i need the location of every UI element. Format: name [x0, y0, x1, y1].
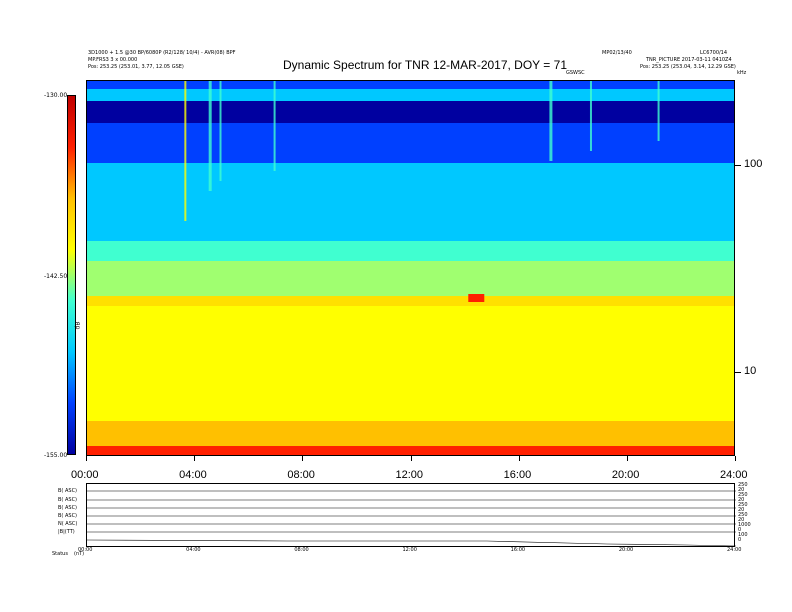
y-tick-100: 100	[744, 158, 763, 170]
spec-streak-4	[549, 81, 553, 161]
spec-band-dark-blue	[87, 101, 734, 123]
x-tick-mark	[410, 456, 412, 461]
spec-red-patch	[468, 294, 485, 302]
lower-x-tick-label: 08:00	[294, 547, 309, 553]
lower-panel	[86, 483, 736, 547]
spec-band-aqua	[87, 241, 734, 261]
spec-band-cyan-line	[87, 89, 734, 101]
lower-right-label: 20	[738, 497, 745, 503]
spec-band-cyan-line2	[87, 163, 734, 173]
x-tick-mark	[86, 456, 87, 461]
header-right-line4: Pos: 253.25 (253.04, 3.14, 12.29 GSE)	[640, 64, 736, 70]
lower-right-label: 250	[738, 492, 748, 498]
spectrogram-svg	[87, 81, 734, 455]
lower-right-label: 20	[738, 507, 745, 513]
spectrogram-plot	[86, 80, 735, 456]
spec-band-orange	[87, 421, 734, 446]
colorbar-tick-bottom: -155.00	[44, 452, 68, 459]
lower-row-label: |B|(TT)	[58, 529, 75, 535]
x-tick-label: 12:00	[395, 469, 424, 481]
spec-streak-1	[208, 81, 212, 191]
spec-streak-2	[219, 81, 222, 181]
x-tick-mark	[518, 456, 520, 461]
lower-x-tick-label: 12:00	[402, 547, 417, 553]
x-tick-label: 20:00	[611, 469, 640, 481]
header-corner-unit: kHz	[737, 70, 747, 76]
header-right-line1: MP02/13/40	[602, 50, 632, 56]
x-tick-mark	[626, 456, 628, 461]
lower-row-label: B( ASC)	[58, 488, 78, 494]
y-tick-10: 10	[744, 365, 757, 377]
x-tick-label: 00:00	[71, 469, 99, 481]
x-tick-mark	[302, 456, 304, 461]
lower-right-label: 20	[738, 517, 745, 523]
lower-x-tick-label: 24:00	[727, 547, 742, 553]
lower-x-tick-label: 00:00	[78, 547, 93, 553]
x-tick-label: 16:00	[503, 469, 532, 481]
spec-band-lightgreen	[87, 261, 734, 296]
spec-streak-6	[657, 81, 660, 141]
header-right-line2: LC6700/14	[700, 50, 728, 56]
lower-right-label: 20	[738, 487, 745, 493]
header-info-line2: MP.FRS3 3 x 00.000	[88, 57, 138, 63]
spec-streak-5	[589, 81, 592, 151]
lower-right-label: 250	[738, 482, 748, 488]
lower-x-tick-label: 04:00	[186, 547, 201, 553]
x-tick-mark	[194, 456, 196, 461]
header-right-line3: TNR_PICTURE 2017-03-11 0410Z4	[646, 57, 732, 63]
header-info-line1: 3D1000 + 1.5 @30 BP/6080P (R2/128/ 10/4)…	[88, 50, 236, 56]
lower-right-label: 250	[738, 512, 748, 518]
colorbar-label: dB	[74, 321, 82, 330]
spec-band-red-bottom	[87, 446, 734, 455]
spec-band-top-blue	[87, 81, 734, 89]
y-tick-mark-100	[735, 165, 741, 166]
x-tick-label: 08:00	[287, 469, 315, 481]
x-tick-mark	[735, 456, 736, 461]
lower-row-label: N( ASC)	[58, 521, 78, 527]
lower-right-label: 100	[738, 532, 748, 538]
header-info-line3: Pos: 253.25 (253.01, 3.77, 12.05 GSE)	[88, 64, 184, 70]
lower-x-tick-label: 20:00	[618, 547, 634, 553]
colorbar-tick-mid: -142.50	[44, 273, 68, 280]
header-center-small: GSWSC	[566, 70, 585, 76]
x-tick-label: 04:00	[179, 469, 207, 481]
colorbar-tick-top: -130.00	[44, 92, 68, 99]
spec-streak-3	[273, 81, 276, 171]
lower-trace-bmag	[87, 539, 736, 547]
lower-right-label: 250	[738, 502, 748, 508]
spec-band-cyan	[87, 173, 734, 241]
chart-title: Dynamic Spectrum for TNR 12-MAR-2017, DO…	[283, 58, 567, 72]
lower-right-label: 1000	[738, 522, 751, 528]
spec-band-blue	[87, 123, 734, 163]
lower-row-label: B( ASC)	[58, 513, 78, 519]
lower-row-label: B( ASC)	[58, 497, 78, 503]
lower-footer-status: Status	[52, 551, 68, 557]
spec-band-plasma-line	[87, 296, 734, 306]
lower-x-tick-label: 16:00	[510, 547, 526, 553]
y-tick-mark-10	[735, 372, 741, 373]
colorbar	[67, 95, 76, 455]
lower-row-label: B( ASC)	[58, 505, 78, 511]
x-tick-label: 24:00	[720, 469, 748, 481]
lower-right-label: 0	[738, 527, 742, 533]
lower-panel-svg	[87, 490, 736, 547]
lower-footer-unit: (nT)	[74, 551, 85, 557]
lower-right-label: 0	[738, 537, 742, 543]
spec-streak-0	[184, 81, 187, 221]
